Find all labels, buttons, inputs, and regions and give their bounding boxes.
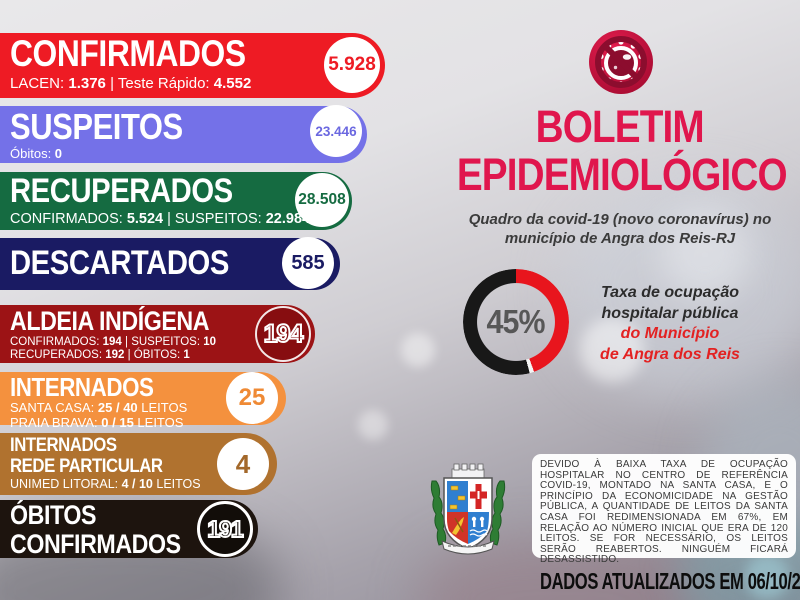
stat-bar-confirmados: CONFIRMADOS LACEN: 1.376 | Teste Rápido:…: [0, 33, 385, 98]
no-coronavirus-icon: [588, 29, 654, 95]
stat-bar-suspeitos: SUSPEITOS Óbitos: 0: [0, 106, 367, 163]
stat-breakdown: SANTA CASA: 25 / 40 LEITOS: [10, 400, 188, 415]
stat-title: CONFIRMADOS: [10, 529, 181, 559]
occupancy-gauge: [463, 269, 569, 375]
stat-breakdown: RECUPERADOS: 192 | ÓBITOS: 1: [10, 349, 190, 361]
stat-bar-recuperados: RECUPERADOS CONFIRMADOS: 5.524 | SUSPEIT…: [0, 172, 352, 230]
background-bubble: [745, 555, 789, 599]
stat-breakdown: LACEN: 1.376 | Teste Rápido: 4.552: [10, 75, 252, 92]
occupancy-percent: 45%: [486, 303, 546, 340]
stat-title: CONFIRMADOS: [10, 33, 246, 74]
descartados-count-badge: 585: [282, 237, 334, 289]
background-bubble: [660, 210, 750, 300]
stat-title: SUSPEITOS: [10, 106, 183, 147]
bulletin-title: BOLETIM EPIDEMIOLÓGICO: [456, 101, 788, 200]
stat-title: DESCARTADOS: [10, 244, 229, 282]
stat-title: INTERNADOS: [10, 434, 117, 456]
disclaimer-text: DEVIDO À BAIXA TAXA DE OCUPAÇÃO HOSPITAL…: [540, 459, 788, 566]
stat-title: RECUPERADOS: [10, 172, 233, 210]
data-updated-label: DADOS ATUALIZADOS EM 06/10/2020: [540, 567, 800, 594]
stat-title: ÓBITOS: [10, 500, 97, 530]
confirmados-count-badge: 5.928: [324, 37, 380, 93]
background-bubble: [358, 410, 388, 440]
internados-count-badge: 25: [226, 372, 278, 424]
internados-rede-particular-count-badge: 4: [217, 438, 269, 490]
stat-title: ALDEIA INDÍGENA: [10, 306, 210, 336]
stat-breakdown: UNIMED LITORAL: 4 / 10 LEITOS: [10, 477, 201, 491]
obitos-confirmados-count-badge: 191: [197, 501, 253, 557]
background-bubble: [401, 333, 435, 367]
aldeia-indigena-count-badge: 194: [255, 306, 311, 362]
bulletin-subtitle: Quadro da covid-19 (novo coronavírus) no…: [468, 211, 772, 247]
stat-breakdown: PRAIA BRAVA: 0 / 15 LEITOS: [10, 415, 184, 430]
recuperados-count-badge: 28.508: [295, 173, 349, 227]
suspeitos-count-badge: 23.446: [310, 105, 362, 157]
stat-title: REDE PARTICULAR: [10, 455, 163, 477]
stat-breakdown: CONFIRMADOS: 194 | SUSPEITOS: 10: [10, 336, 217, 348]
info-box: DEVIDO À BAIXA TAXA DE OCUPAÇÃO HOSPITAL…: [532, 454, 800, 594]
stat-breakdown: Óbitos: 0: [10, 146, 63, 161]
background-bubble: [580, 318, 644, 382]
occupancy-caption: Taxa de ocupação hospitalar pública do M…: [600, 284, 740, 363]
stat-title: INTERNADOS: [10, 372, 154, 402]
angra-dos-reis-coat-of-arms-icon: [428, 461, 508, 559]
